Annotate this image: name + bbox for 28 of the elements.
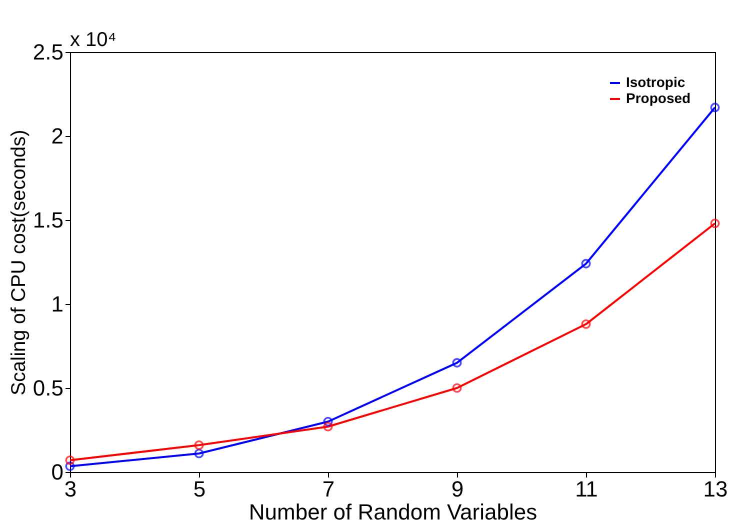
y-tick-label: 1 (51, 292, 64, 316)
x-axis-title: Number of Random Variables (248, 500, 538, 524)
legend-label: Proposed (626, 90, 691, 106)
point (194, 448, 204, 458)
x-tick-label: 11 (575, 476, 598, 502)
y-tick-label: 0 (51, 460, 64, 484)
text: x 10⁴ (70, 29, 116, 51)
x-tick-label: 3 (64, 476, 77, 502)
point (323, 422, 333, 432)
point (581, 319, 591, 329)
legend-label: Isotropic (626, 74, 686, 90)
x-tick-label: 5 (193, 476, 206, 502)
point (710, 218, 720, 228)
point (194, 440, 204, 450)
y-tick-label: 2.5 (32, 40, 64, 64)
y-tick-label: 0.5 (32, 376, 64, 400)
point (65, 455, 75, 466)
point (581, 258, 591, 268)
x-tick-label: 9 (451, 476, 464, 502)
point (323, 416, 333, 426)
y-tick-label: 1.5 (32, 208, 64, 232)
x-tick-label: 13 (703, 476, 728, 502)
point (452, 358, 462, 368)
y-tick-label: 2 (51, 124, 64, 148)
point (710, 102, 720, 112)
y-axis-title: Scaling of CPU cost(seconds) (8, 130, 30, 396)
x-tick-label: 7 (322, 476, 335, 502)
point (452, 383, 462, 393)
